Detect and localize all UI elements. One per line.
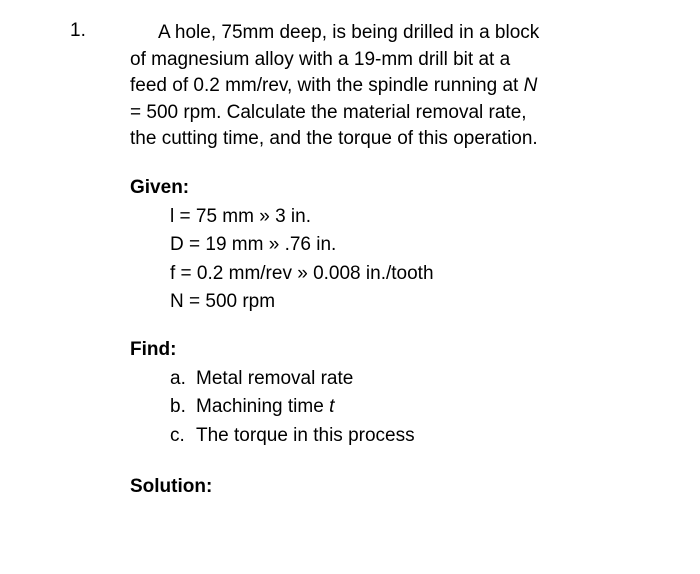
given-item: N = 500 rpm <box>170 288 660 317</box>
problem-line-1: A hole, 75mm deep, is being drilled in a… <box>130 20 660 47</box>
given-item: D = 19 mm » .76 in. <box>170 231 660 260</box>
given-header: Given: <box>130 177 660 199</box>
find-header: Find: <box>130 339 660 361</box>
find-letter: b. <box>170 393 196 422</box>
solution-header: Solution: <box>130 476 660 498</box>
given-item: f = 0.2 mm/rev » 0.008 in./tooth <box>170 260 660 289</box>
find-letter: c. <box>170 422 196 451</box>
find-item: c. The torque in this process <box>170 422 660 451</box>
problem-statement: A hole, 75mm deep, is being drilled in a… <box>130 20 660 153</box>
find-text: Machining time t <box>196 393 334 422</box>
given-list: l = 75 mm » 3 in. D = 19 mm » .76 in. f … <box>170 203 660 317</box>
given-item: l = 75 mm » 3 in. <box>170 203 660 232</box>
find-text: Metal removal rate <box>196 365 353 394</box>
find-text: The torque in this process <box>196 422 415 451</box>
problem-line-5: the cutting time, and the torque of this… <box>130 126 660 153</box>
problem-line-3: feed of 0.2 mm/rev, with the spindle run… <box>130 73 660 100</box>
find-item: a. Metal removal rate <box>170 365 660 394</box>
problem-line-4: = 500 rpm. Calculate the material remova… <box>130 100 660 127</box>
find-letter: a. <box>170 365 196 394</box>
find-list: a. Metal removal rate b. Machining time … <box>170 365 660 451</box>
find-item: b. Machining time t <box>170 393 660 422</box>
problem-number: 1. <box>70 20 86 42</box>
problem-line-2: of magnesium alloy with a 19-mm drill bi… <box>130 47 660 74</box>
